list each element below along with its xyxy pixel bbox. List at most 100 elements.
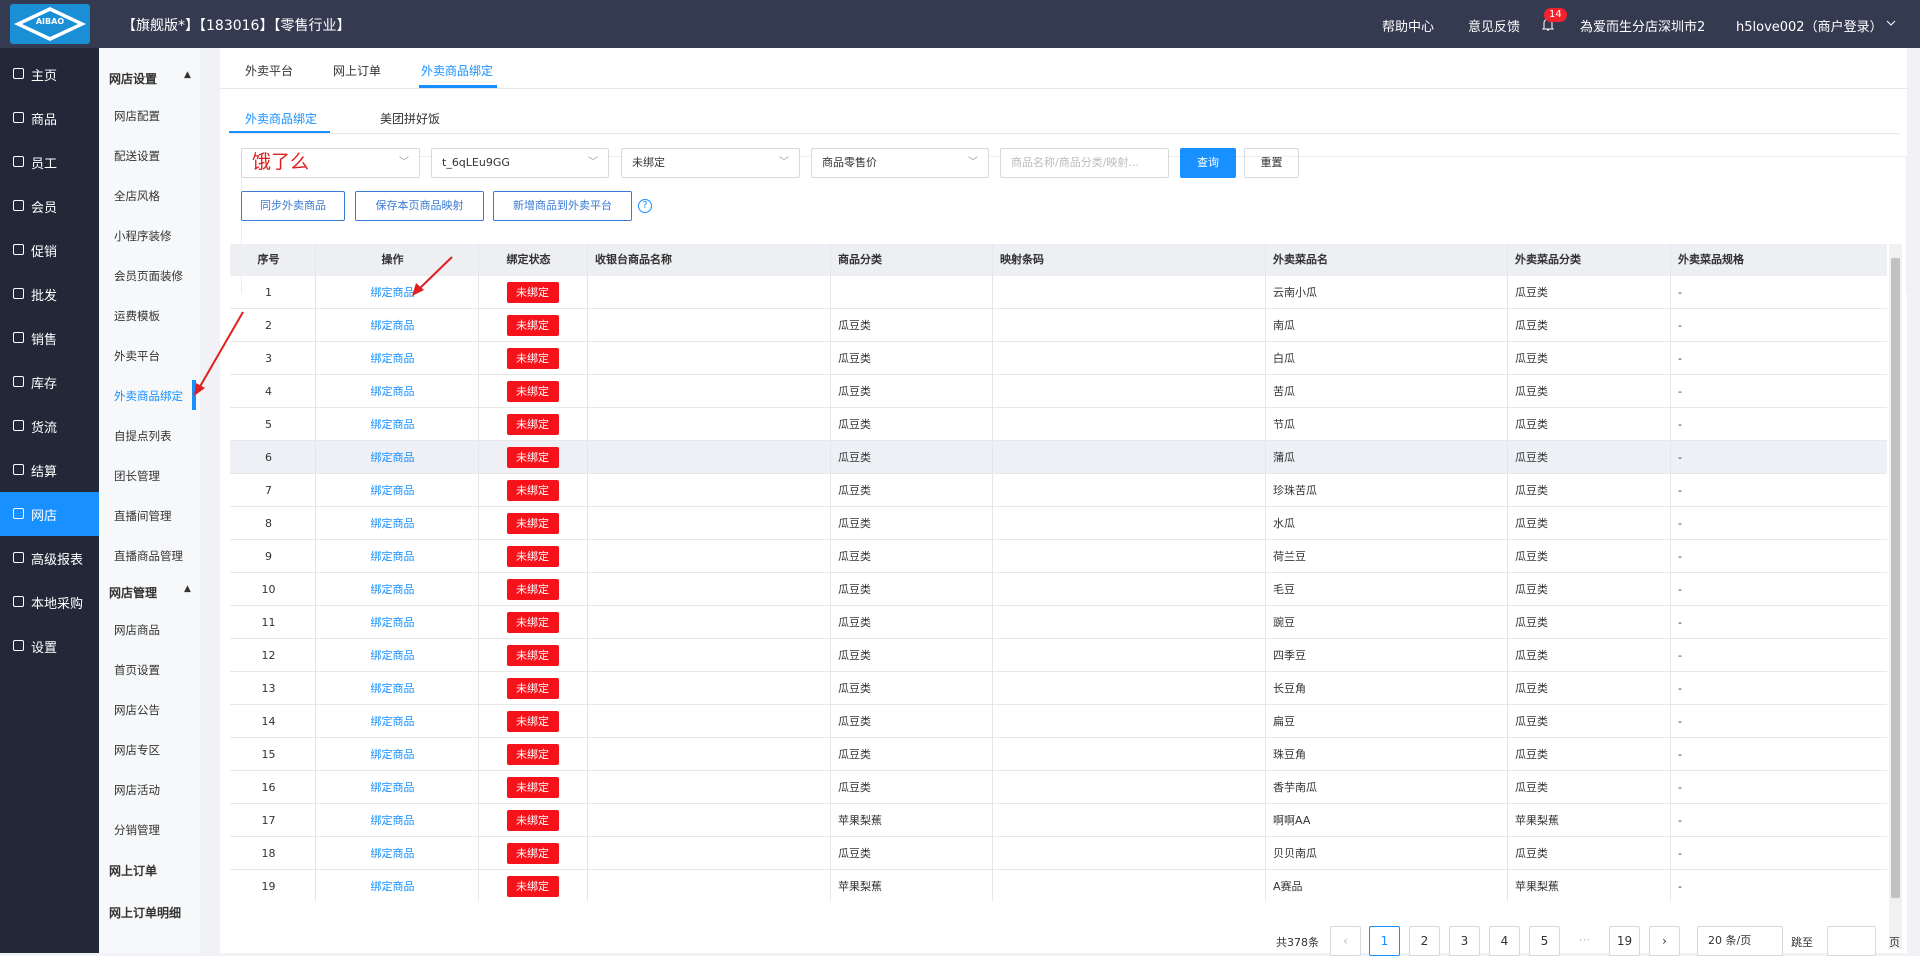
menu-label[interactable]: 网店 <box>31 509 58 524</box>
sub-link[interactable]: 网上订单 <box>109 864 158 878</box>
feedback-link[interactable]: 意见反馈 <box>1468 20 1521 35</box>
bind-link[interactable]: 绑定商品 <box>370 550 415 563</box>
action-button[interactable]: 保存本页商品映射 <box>355 191 484 221</box>
bind-link[interactable]: 绑定商品 <box>370 517 415 530</box>
tab[interactable]: 外卖商品绑定 <box>421 64 494 78</box>
next-button[interactable]: › <box>1649 926 1680 956</box>
sub-item[interactable]: 网店商品 <box>114 623 160 637</box>
user-name[interactable]: h5love002（商户登录） <box>1736 20 1883 35</box>
menu-label[interactable]: 库存 <box>31 377 58 392</box>
query-button[interactable]: 查询 <box>1180 148 1236 178</box>
menu-label[interactable]: 设置 <box>31 641 58 656</box>
menu-item[interactable]: 结算 <box>0 448 99 492</box>
bind-link[interactable]: 绑定商品 <box>370 385 415 398</box>
menu-item[interactable]: 销售 <box>0 316 99 360</box>
menu-label[interactable]: 促销 <box>31 245 58 260</box>
sub-item[interactable]: 全店风格 <box>114 189 160 203</box>
tab[interactable]: 外卖平台 <box>245 64 294 78</box>
bind-link[interactable]: 绑定商品 <box>370 616 415 629</box>
bind-link[interactable]: 绑定商品 <box>370 880 415 893</box>
menu-item[interactable]: 批发 <box>0 272 99 316</box>
menu-label[interactable]: 主页 <box>31 69 58 84</box>
prev-button[interactable]: ‹ <box>1330 926 1361 956</box>
search-input[interactable]: 商品名称/商品分类/映射... <box>1000 148 1169 178</box>
page-button[interactable]: ··· <box>1578 933 1591 947</box>
menu-label[interactable]: 会员 <box>31 201 58 216</box>
sub-item[interactable]: 外卖平台 <box>114 349 160 363</box>
menu-item[interactable]: 会员 <box>0 184 99 228</box>
action-button[interactable]: 新增商品到外卖平台 <box>493 191 632 221</box>
bind-link[interactable]: 绑定商品 <box>370 748 415 761</box>
bind-link[interactable]: 绑定商品 <box>370 649 415 662</box>
menu-item[interactable]: 促销 <box>0 228 99 272</box>
menu-item[interactable]: 主页 <box>0 52 99 96</box>
select[interactable]: 未绑定 ﹀ <box>621 148 800 178</box>
sub-item[interactable]: 直播商品管理 <box>114 549 183 563</box>
store-name[interactable]: 為爱而生分店深圳市2 <box>1580 20 1706 35</box>
sub-item[interactable]: 配送设置 <box>114 149 160 163</box>
menu-label[interactable]: 销售 <box>31 333 58 348</box>
sub-item[interactable]: 外卖商品绑定 <box>114 389 183 403</box>
bind-link[interactable]: 绑定商品 <box>370 352 415 365</box>
bind-link[interactable]: 绑定商品 <box>370 847 415 860</box>
subtab[interactable]: 外卖商品绑定 <box>245 112 318 126</box>
action-button[interactable]: 同步外卖商品 <box>241 191 345 221</box>
page-button[interactable]: 3 <box>1449 926 1480 956</box>
sub-item[interactable]: 网店配置 <box>114 109 160 123</box>
group-title[interactable]: 网店管理 <box>109 586 158 600</box>
bind-link[interactable]: 绑定商品 <box>370 451 415 464</box>
sub-item[interactable]: 自提点列表 <box>114 429 172 443</box>
menu-label[interactable]: 商品 <box>31 113 58 128</box>
sub-item[interactable]: 会员页面装修 <box>114 269 183 283</box>
menu-label[interactable]: 高级报表 <box>31 553 84 568</box>
menu-item[interactable]: 员工 <box>0 140 99 184</box>
menu-label[interactable]: 员工 <box>31 157 58 172</box>
bind-link[interactable]: 绑定商品 <box>370 583 415 596</box>
sub-item[interactable]: 网店活动 <box>114 783 160 797</box>
sub-link[interactable]: 网上订单明细 <box>109 906 182 920</box>
menu-item[interactable]: 商品 <box>0 96 99 140</box>
sub-item[interactable]: 网店专区 <box>114 743 160 757</box>
page-button[interactable]: 2 <box>1409 926 1440 956</box>
menu-label[interactable]: 结算 <box>31 465 58 480</box>
bind-link[interactable]: 绑定商品 <box>370 715 415 728</box>
page-button[interactable]: 5 <box>1529 926 1560 956</box>
menu-item[interactable]: 库存 <box>0 360 99 404</box>
menu-label[interactable]: 本地采购 <box>31 597 84 612</box>
select[interactable]: t_6qLEu9GG ﹀ <box>431 148 609 178</box>
bind-link[interactable]: 绑定商品 <box>370 781 415 794</box>
bind-link[interactable]: 绑定商品 <box>370 418 415 431</box>
menu-label[interactable]: 批发 <box>31 289 58 304</box>
page-size[interactable]: 20 条/页 <box>1697 926 1783 956</box>
sub-item[interactable]: 小程序装修 <box>114 229 172 243</box>
sub-item[interactable]: 直播间管理 <box>114 509 172 523</box>
select[interactable]: 商品零售价 ﹀ <box>811 148 989 178</box>
tab[interactable]: 网上订单 <box>333 64 382 78</box>
page-button[interactable]: 19 <box>1609 926 1640 956</box>
bind-link[interactable]: 绑定商品 <box>370 814 415 827</box>
menu-item[interactable]: 设置 <box>0 624 99 668</box>
menu-item[interactable]: 货流 <box>0 404 99 448</box>
bind-link[interactable]: 绑定商品 <box>370 682 415 695</box>
menu-item[interactable]: 高级报表 <box>0 536 99 580</box>
sub-item[interactable]: 运费模板 <box>114 309 160 323</box>
bind-link[interactable]: 绑定商品 <box>370 484 415 497</box>
menu-label[interactable]: 货流 <box>31 421 58 436</box>
subtab[interactable]: 美团拼好饭 <box>380 112 441 126</box>
reset-button[interactable]: 重置 <box>1244 148 1299 178</box>
bind-link[interactable]: 绑定商品 <box>370 286 415 299</box>
bind-link[interactable]: 绑定商品 <box>370 319 415 332</box>
help-link[interactable]: 帮助中心 <box>1382 20 1435 35</box>
jump-input[interactable] <box>1827 926 1876 956</box>
page-button[interactable]: 4 <box>1489 926 1520 956</box>
sub-item[interactable]: 分销管理 <box>114 823 160 837</box>
select[interactable]: 饿了么 ﹀ <box>241 148 420 178</box>
menu-item[interactable]: 本地采购 <box>0 580 99 624</box>
menu-item[interactable]: 网店 <box>0 492 99 536</box>
sub-item[interactable]: 首页设置 <box>114 663 160 677</box>
cell-border <box>1670 375 1671 408</box>
sub-item[interactable]: 网店公告 <box>114 703 160 717</box>
sub-item[interactable]: 团长管理 <box>114 469 160 483</box>
page-button[interactable]: 1 <box>1369 926 1400 956</box>
group-title[interactable]: 网店设置 <box>109 72 158 86</box>
